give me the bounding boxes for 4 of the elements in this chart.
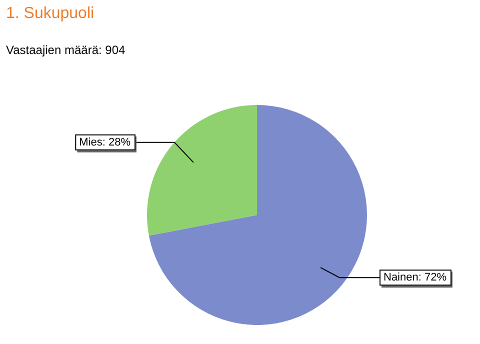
- chart-title: 1. Sukupuoli: [6, 5, 94, 23]
- slice-label: Mies: 28%: [79, 136, 131, 148]
- chart-subtitle: Vastaajien määrä: 904: [6, 43, 126, 57]
- slice-label: Nainen: 72%: [384, 272, 447, 284]
